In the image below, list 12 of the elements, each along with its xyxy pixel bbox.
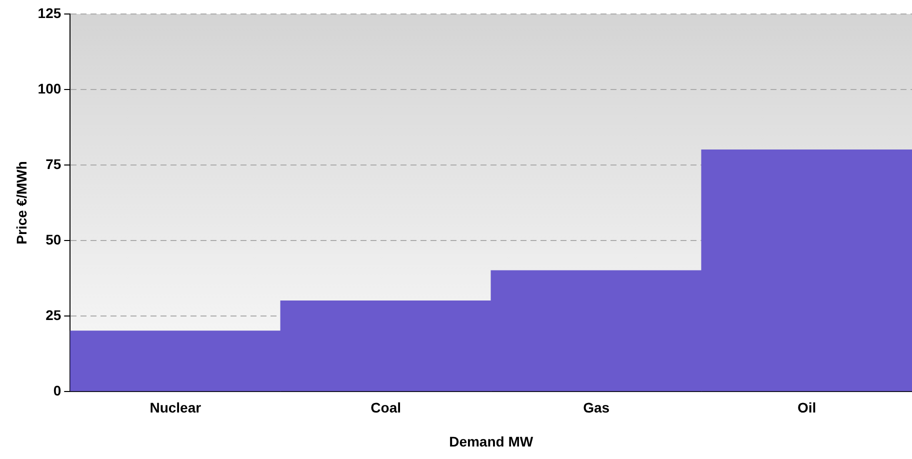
y-tick-label: 125: [38, 4, 62, 21]
y-tick-label: 0: [53, 382, 62, 398]
x-axis-title: Demand MW: [449, 433, 534, 450]
y-tick-label: 100: [38, 80, 62, 96]
y-tick-label: 50: [46, 231, 62, 248]
y-axis-title: Price €/MWh: [13, 161, 30, 244]
x-tick-label: Gas: [583, 400, 610, 416]
y-tick-label: 75: [46, 156, 62, 172]
y-tick-label: 25: [46, 306, 62, 323]
x-tick-label: Coal: [370, 400, 402, 416]
x-tick-label: Oil: [797, 400, 816, 416]
x-tick-label: Nuclear: [150, 400, 202, 416]
